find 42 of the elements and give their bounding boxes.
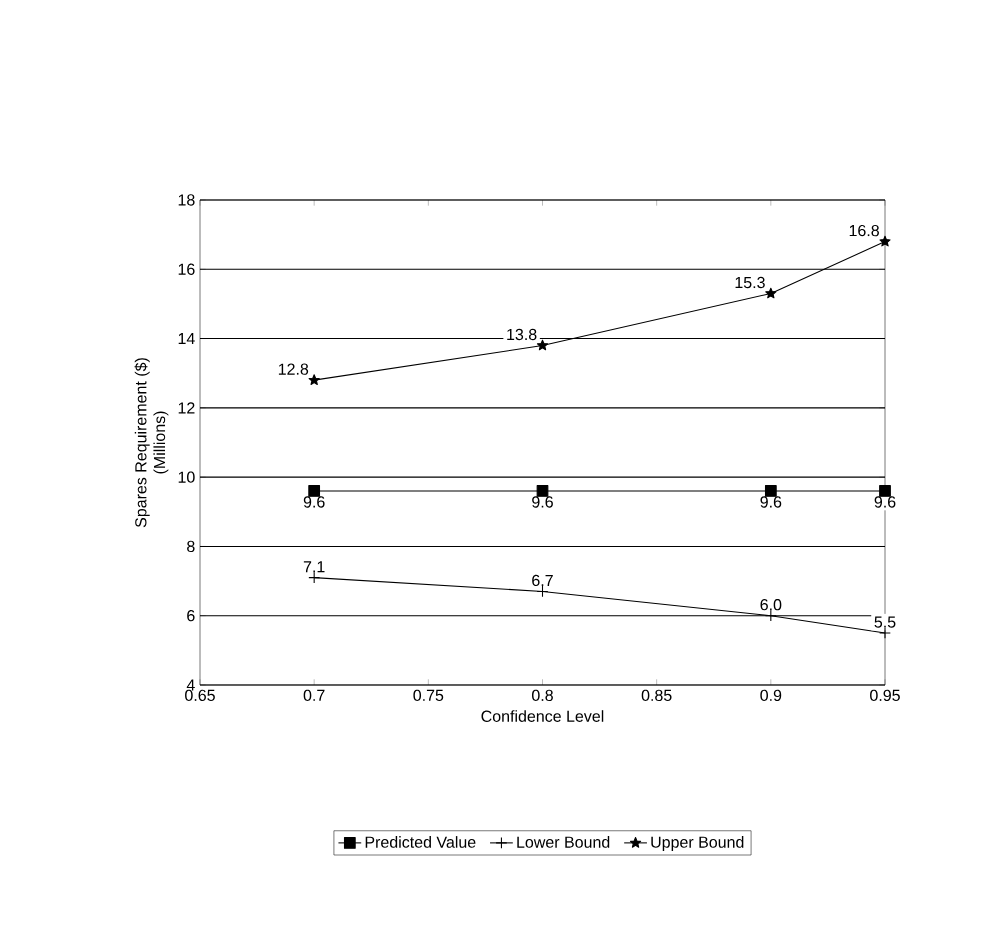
x-tick-label: 0.75 (413, 689, 444, 702)
data-label: 15.3 (735, 276, 765, 289)
y-tick-label: 18 (178, 194, 195, 206)
data-label: 16.8 (849, 224, 879, 237)
data-label: 9.6 (303, 496, 325, 508)
x-tick-label: 0.7 (303, 689, 325, 702)
legend-label: Predicted Value (365, 836, 476, 848)
y-axis-title: Spares Requirement ($) (Millions) (134, 358, 169, 528)
point (764, 485, 777, 497)
y-tick-label: 8 (187, 540, 195, 553)
y-tick-label: 4 (186, 679, 195, 691)
x-tick-label: 0.65 (185, 689, 215, 702)
data-label: 6.0 (760, 599, 782, 611)
point (765, 287, 777, 299)
x-tick-label: 0.95 (870, 689, 900, 702)
y-tick-label: 12 (178, 402, 195, 414)
point (536, 485, 549, 497)
data-label: 7.1 (303, 561, 325, 573)
data-label: 12.8 (278, 363, 309, 375)
legend-label: Upper Bound (651, 836, 744, 852)
point (308, 485, 321, 497)
y-tick-label: 6 (187, 610, 195, 622)
y-tick-label: 14 (178, 333, 195, 345)
point (879, 627, 891, 639)
x-axis-title: Confidence Level (481, 710, 604, 722)
legend-label: Lower Bound (517, 836, 610, 848)
x-tick-label: 0.85 (641, 689, 672, 702)
data-label: 5.5 (874, 616, 896, 628)
data-label: 9.6 (874, 496, 896, 508)
point (536, 339, 549, 351)
point (308, 374, 320, 385)
y-tick-label: 10 (178, 471, 195, 483)
x-tick-label: 0.8 (532, 689, 553, 702)
x-tick-label: 0.9 (760, 689, 782, 702)
point (879, 235, 891, 247)
data-label: 6.7 (532, 574, 553, 587)
y-tick-label: 16 (178, 263, 195, 275)
data-label: 9.6 (760, 496, 782, 508)
data-label: 9.6 (532, 496, 553, 508)
point (879, 485, 891, 497)
data-label: 13.8 (507, 328, 537, 341)
point (536, 585, 549, 598)
